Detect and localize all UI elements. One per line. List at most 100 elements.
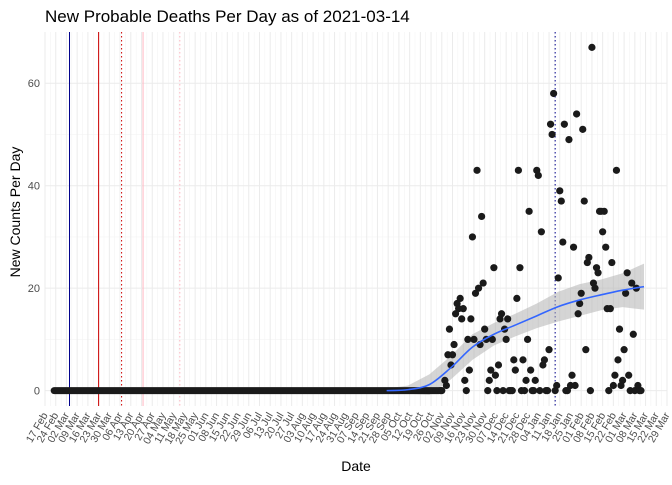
data-point [612, 166, 621, 174]
data-point [523, 335, 532, 343]
data-point [514, 166, 522, 174]
data-point [554, 274, 562, 282]
data-point [513, 294, 521, 303]
data-point [485, 376, 493, 384]
data-point [600, 207, 608, 215]
trend-line [386, 285, 645, 392]
data-point [585, 253, 593, 262]
data-point [623, 269, 631, 277]
data-point [484, 387, 492, 395]
data-point [537, 228, 545, 236]
data-point [540, 356, 549, 364]
grid-minor [45, 32, 667, 406]
data-point [559, 238, 567, 246]
data-point [499, 387, 507, 395]
data-point [602, 243, 610, 251]
data-point [502, 335, 510, 343]
data-point [582, 346, 590, 354]
data-point [462, 387, 470, 395]
data-point [569, 243, 578, 251]
data-point [487, 366, 495, 374]
data-point [488, 335, 496, 343]
data-point [594, 269, 602, 277]
data-point [550, 89, 558, 98]
data-point [606, 305, 614, 313]
chart-title: New Probable Deaths Per Day as of 2021-0… [45, 7, 410, 26]
data-point [546, 120, 555, 128]
data-point [504, 315, 512, 323]
data-point [629, 330, 637, 338]
data-point [508, 387, 516, 395]
x-axis-label: Date [341, 458, 371, 474]
data-point [609, 381, 617, 390]
data-point [586, 387, 594, 395]
data-point [491, 371, 500, 379]
data-point [577, 289, 585, 297]
data-point [565, 135, 573, 144]
data-point [620, 346, 628, 354]
data-point [615, 325, 624, 333]
data-point [614, 356, 622, 364]
data-point [608, 258, 616, 267]
data-point [553, 381, 561, 390]
data-point [579, 125, 587, 133]
data-point [450, 340, 458, 349]
data-point [522, 376, 530, 384]
data-point [470, 335, 478, 343]
data-point [568, 371, 576, 379]
data-point [557, 197, 565, 205]
data-point [490, 264, 498, 272]
data-point [442, 381, 450, 390]
data-point [479, 279, 487, 287]
data-point [530, 387, 538, 395]
data-point [468, 233, 477, 241]
data-point [622, 289, 630, 297]
data-point [571, 381, 579, 390]
data-point [461, 376, 469, 384]
y-tick-label: 40 [28, 181, 40, 193]
trend-confidence-band [386, 263, 645, 395]
data-point [625, 371, 633, 379]
reference-lines [69, 32, 556, 406]
data-point [497, 310, 506, 318]
data-point [556, 187, 564, 195]
data-point [520, 387, 529, 395]
data-point [534, 171, 542, 180]
trend-curve [386, 285, 645, 392]
data-point [588, 43, 596, 51]
data-point [474, 284, 483, 292]
data-point [494, 361, 503, 369]
data-point [527, 366, 535, 374]
data-point [548, 130, 556, 139]
y-tick-label: 20 [28, 283, 40, 295]
data-point [519, 356, 527, 364]
data-point [478, 212, 486, 221]
data-point [574, 310, 582, 318]
data-point [543, 387, 552, 395]
data-point [536, 387, 544, 395]
y-axis-ticks: 0 20 40 60 [28, 78, 40, 397]
data-point [525, 207, 533, 215]
data-point [628, 279, 636, 287]
data-point [459, 305, 467, 313]
data-point [618, 376, 627, 384]
confidence-band [386, 263, 645, 395]
data-point [576, 299, 584, 308]
y-axis-label: New Counts Per Day [7, 147, 23, 278]
data-point [599, 228, 607, 236]
data-point [591, 284, 599, 292]
data-point [493, 387, 501, 395]
data-point [481, 325, 489, 333]
data-point [467, 315, 475, 323]
data-point [448, 351, 457, 359]
data-point [531, 376, 539, 384]
data-point [438, 387, 446, 395]
data-point [473, 166, 481, 174]
grid-major [44, 32, 668, 406]
data-point [516, 264, 524, 272]
data-point [465, 366, 473, 374]
y-tick-label: 0 [34, 386, 40, 398]
